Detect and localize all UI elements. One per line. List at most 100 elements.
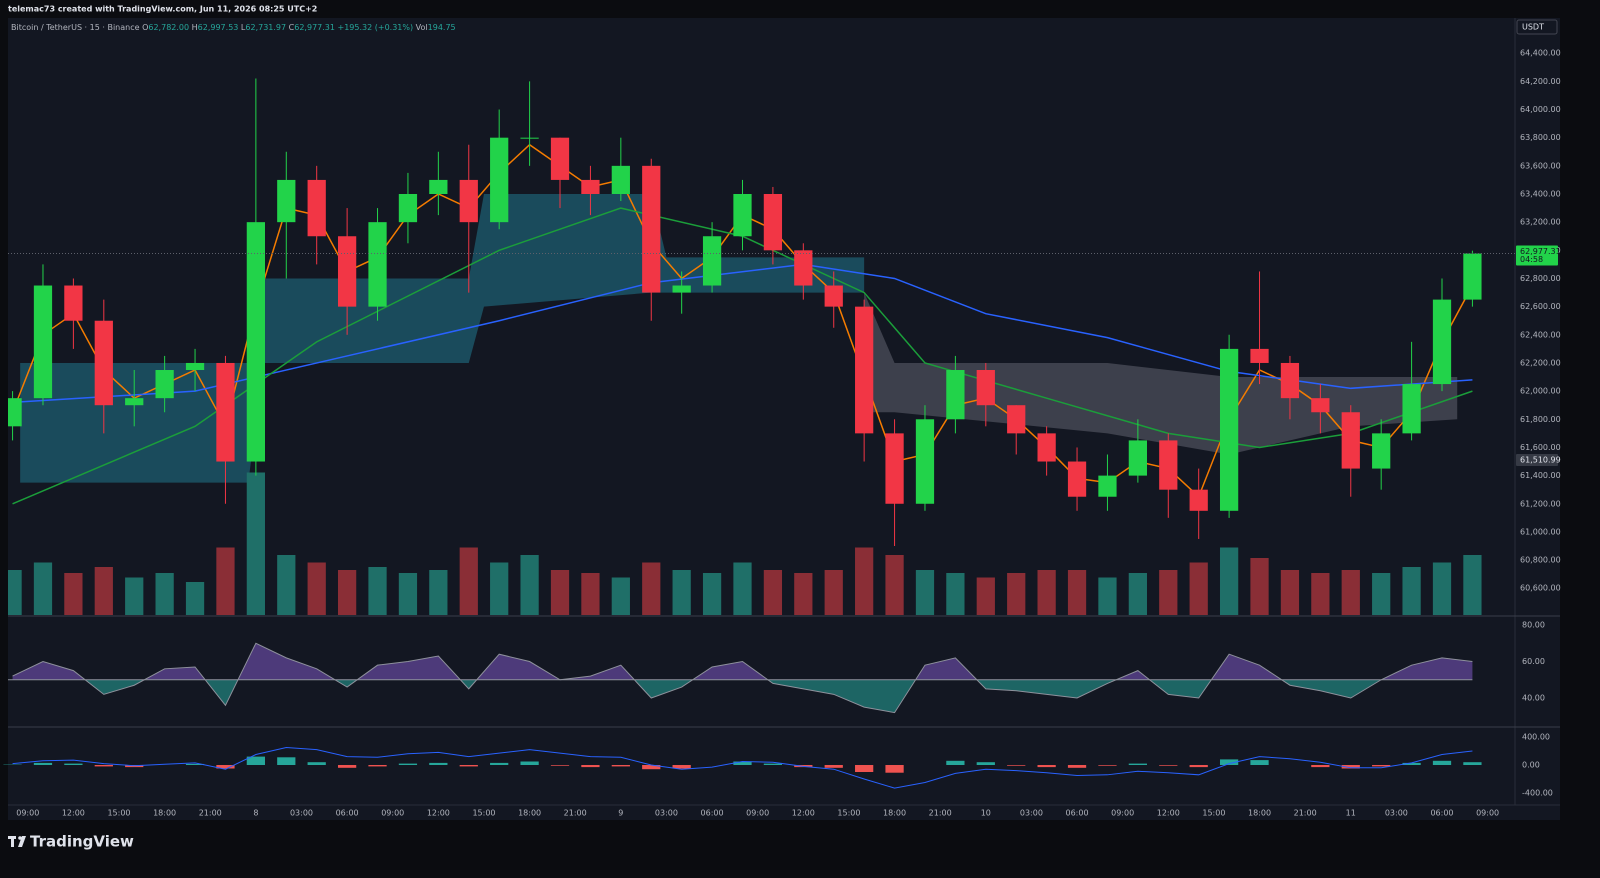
candle-body [1219,348,1239,511]
x-tick-label: 18:00 [153,809,176,818]
candle-body [581,179,600,195]
macd-histogram [855,765,874,773]
y-tick-label: 63,600.00 [1520,161,1561,170]
legend-value: 62,782.00 [148,23,189,32]
rsi-tick-label: 40.00 [1522,694,1545,703]
macd-histogram [307,762,326,766]
legend-value: 62,997.53 [198,23,239,32]
macd-histogram [520,761,539,766]
logo-part [18,836,22,840]
volume-bar [1432,562,1452,615]
macd-histogram [1250,760,1269,766]
y-tick-label: 61,400.00 [1520,471,1561,480]
x-tick-label: 18:00 [518,809,541,818]
macd-histogram [611,765,630,767]
volume-bar [8,570,22,615]
candle-body [885,433,904,504]
macd-histogram [1067,765,1087,768]
macd-histogram [185,763,205,766]
volume-bar [64,573,83,615]
volume-bar [642,562,661,615]
legend: Bitcoin / TetherUS · 15 · Binance O62,78… [11,23,456,32]
x-tick-label: 06:00 [701,809,724,818]
volume-bar [1372,573,1391,615]
rsi-tick-label: 80.00 [1522,621,1545,630]
volume-bar [459,547,478,615]
x-tick-label: 15:00 [107,809,130,818]
macd-histogram [642,765,661,770]
x-tick-label: 12:00 [427,809,450,818]
moving-average [12,207,1473,505]
x-tick-label: 21:00 [199,809,222,818]
volume-bar [155,573,174,615]
x-tick-label: 09:00 [381,809,404,818]
y-tick-label: 62,200.00 [1520,358,1561,367]
candle-body [337,236,357,307]
x-tick-label: 03:00 [290,809,313,818]
macd-histogram [368,765,387,767]
candle-body [398,194,418,223]
candle-body [794,250,813,286]
x-tick-label: 09:00 [1476,809,1499,818]
legend-key: Vol [416,23,428,32]
volume-bar [33,562,53,615]
volume-bar [1250,558,1269,615]
volume-bar [885,555,904,615]
x-tick-label: 06:00 [1430,809,1453,818]
legend-key: C [289,23,295,32]
volume-bar [1159,570,1178,615]
volume-bar [672,570,691,615]
y-tick-label: 62,600.00 [1520,302,1561,311]
volume-bar [702,573,722,615]
volume-bar [277,555,296,615]
x-tick-label: 18:00 [883,809,906,818]
macd-histogram [246,756,265,766]
candle-body [368,222,387,307]
currency-box[interactable] [1516,19,1558,35]
volume-bar [550,570,570,615]
macd-histogram [581,765,600,768]
macd-line [12,746,1473,789]
candle-body [1098,475,1117,497]
y-tick-label: 64,000.00 [1520,105,1561,114]
candle-body [1372,433,1391,469]
crosshair-tag [1516,453,1558,466]
crosshair-label: 61,510.99 [1520,455,1561,464]
y-tick-label: 60,800.00 [1520,556,1561,565]
macd-histogram [733,761,752,766]
macd-histogram [946,760,965,766]
volume-bar [611,577,630,615]
candle-body [520,137,539,139]
logo-part [18,836,26,847]
candle-body [976,370,995,406]
x-tick-label: 03:00 [1020,809,1043,818]
macd-histogram [94,765,113,767]
macd-histogram [1341,765,1360,769]
currency[interactable]: USDT [1522,23,1544,32]
x-tick-label: 03:00 [655,809,678,818]
volume-bar [976,577,995,615]
volume-bar [490,562,509,615]
candle-body [1250,348,1269,363]
candle-body [64,285,83,321]
candle-body [1189,489,1208,511]
legend-key: L [241,23,246,32]
macd-histogram [33,762,53,766]
x-tick-label: 09:00 [1111,809,1134,818]
x-tick-label: 15:00 [1202,809,1225,818]
macd-histogram [1098,765,1117,766]
x-tick-label: 12:00 [62,809,85,818]
candle-body [459,179,478,223]
volume-bar [1037,570,1056,615]
candle-body [1007,405,1026,434]
candle-body [642,165,661,293]
volume-bar [915,570,935,615]
x-tick-label: 11 [1346,809,1356,818]
macd-histogram [490,762,509,766]
macd-histogram [1007,765,1026,766]
volume-bar [429,570,448,615]
y-tick-label: 61,000.00 [1520,527,1561,536]
volume-bar [733,562,752,615]
candle-body [1432,299,1452,385]
x-tick-label: 15:00 [472,809,495,818]
